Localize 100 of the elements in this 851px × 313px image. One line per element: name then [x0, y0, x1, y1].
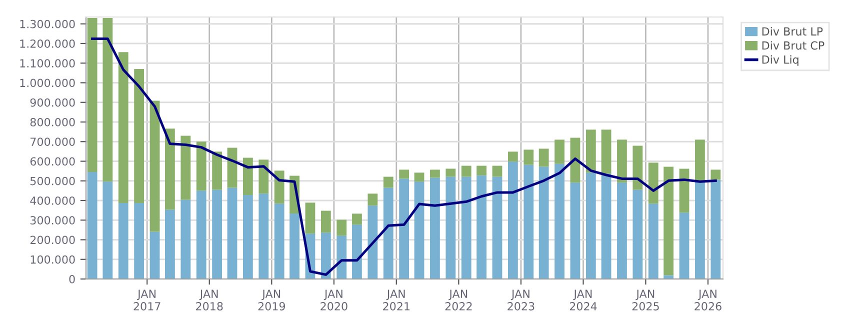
bar — [632, 190, 643, 279]
y-tick-label: 900.000 — [30, 98, 75, 107]
bar — [258, 160, 269, 194]
legend-label: Div Brut LP — [762, 27, 823, 36]
bar — [352, 214, 362, 225]
bar — [368, 194, 378, 206]
bar — [695, 140, 705, 181]
x-tick-label: JAN 2024 — [570, 290, 597, 310]
y-tick-label: 500.000 — [30, 176, 75, 186]
bar — [632, 146, 643, 190]
bar — [87, 18, 98, 172]
x-tick-label: JAN 2026 — [694, 290, 722, 310]
y-tick-label: 1.100.000 — [20, 59, 75, 68]
bar — [118, 52, 128, 204]
bar — [227, 188, 238, 279]
bar — [570, 182, 580, 279]
bar — [648, 162, 658, 204]
bar — [336, 220, 347, 236]
bar — [258, 194, 269, 279]
bar — [212, 152, 222, 190]
bar — [336, 236, 347, 279]
bar — [601, 174, 612, 279]
bar — [134, 69, 144, 204]
bar — [538, 148, 549, 167]
bar — [617, 182, 627, 279]
bar — [679, 168, 690, 213]
y-tick-label: 300.000 — [30, 216, 75, 225]
bar — [150, 100, 160, 232]
x-tick-label: JAN 2018 — [196, 290, 223, 310]
bar — [461, 166, 472, 177]
bar — [430, 170, 440, 178]
bar — [710, 180, 721, 279]
bar — [524, 164, 534, 279]
y-tick-label: 1.300.000 — [20, 20, 75, 28]
bar — [399, 170, 410, 179]
bar — [320, 232, 331, 279]
y-tick-label: 0 — [69, 274, 75, 284]
bar — [399, 178, 410, 279]
bar — [165, 210, 175, 279]
legend-label: Div Liq — [762, 55, 798, 66]
bar — [352, 224, 362, 279]
line-series — [91, 38, 717, 276]
bar — [476, 166, 486, 176]
y-tick-label: 200.000 — [30, 236, 75, 244]
bar — [524, 150, 534, 165]
y-tick-label: 600.000 — [30, 157, 75, 166]
bar — [508, 162, 518, 279]
x-tick-label: JAN 2025 — [632, 290, 659, 310]
bar — [242, 158, 253, 196]
x-tick-label: JAN 2021 — [383, 290, 410, 310]
bar — [601, 130, 612, 174]
bar — [446, 168, 456, 177]
bar — [212, 190, 222, 279]
bar — [320, 210, 331, 233]
bar — [446, 176, 456, 279]
legend-label: Div Brut CP — [762, 41, 824, 50]
bar — [87, 172, 98, 279]
y-tick-label: 400.000 — [30, 196, 75, 205]
bar — [476, 175, 486, 279]
bar — [196, 142, 206, 191]
bar — [586, 130, 596, 173]
y-tick-label: 800.000 — [30, 118, 75, 126]
bar — [383, 176, 394, 188]
bar — [679, 212, 690, 279]
y-tick-label: 100.000 — [30, 255, 75, 264]
y-tick-label: 700.000 — [30, 138, 75, 146]
bar — [586, 172, 596, 279]
x-tick-label: JAN 2017 — [134, 290, 160, 310]
bar — [242, 195, 253, 279]
bar — [695, 180, 705, 279]
bar — [196, 190, 206, 279]
x-tick-label: JAN 2022 — [445, 290, 472, 310]
bar — [554, 164, 564, 279]
bar — [305, 202, 316, 234]
bar — [430, 178, 440, 279]
bar — [180, 200, 191, 279]
x-tick-label: JAN 2020 — [320, 290, 348, 310]
bar — [664, 166, 674, 276]
bar — [134, 203, 144, 279]
y-tick-label: 1.000.000 — [20, 78, 75, 88]
bar — [102, 182, 113, 279]
bar — [383, 188, 394, 279]
bar — [165, 128, 175, 210]
bar — [461, 176, 472, 279]
bar — [150, 232, 160, 279]
bar — [508, 152, 518, 162]
bar — [118, 203, 128, 279]
bar — [414, 182, 424, 279]
bar — [274, 204, 284, 279]
x-tick-label: JAN 2023 — [508, 290, 534, 310]
bar — [492, 166, 502, 177]
bar — [554, 140, 564, 164]
bar — [538, 166, 549, 279]
bar — [710, 170, 721, 180]
x-tick-label: JAN 2019 — [258, 290, 286, 310]
bar — [180, 136, 191, 200]
bar — [492, 176, 502, 279]
bar — [274, 170, 284, 204]
bar — [290, 213, 300, 279]
bar — [617, 140, 627, 183]
